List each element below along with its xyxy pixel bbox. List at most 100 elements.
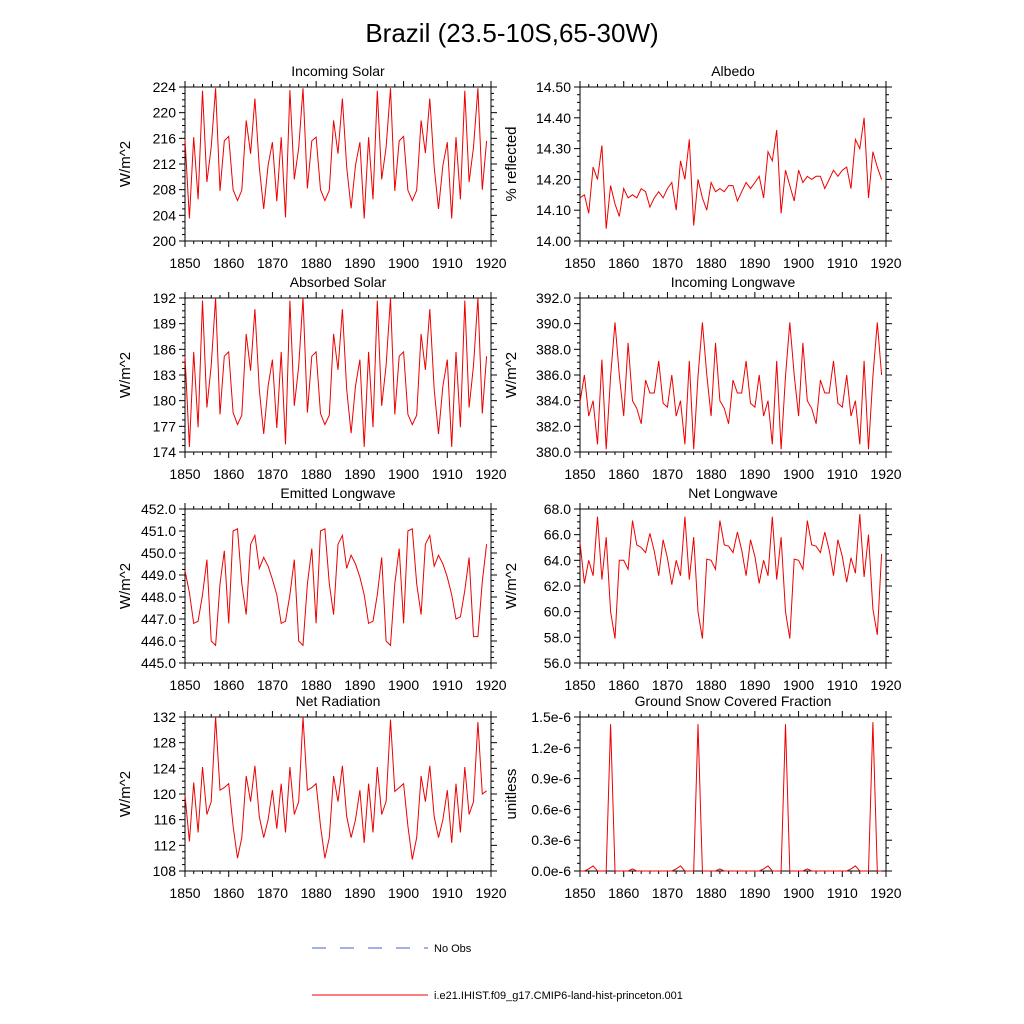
x-tick-label: 1880 xyxy=(301,677,332,693)
x-tick-label: 1850 xyxy=(169,255,200,271)
y-tick-label: 68.0 xyxy=(544,501,571,517)
x-tick-label: 1860 xyxy=(608,885,639,901)
y-tick-label: 60.0 xyxy=(544,604,571,620)
y-tick-label: 64.0 xyxy=(544,552,571,568)
x-tick-label: 1910 xyxy=(827,466,858,482)
x-tick-label: 1870 xyxy=(257,466,288,482)
x-tick-label: 1860 xyxy=(213,255,244,271)
x-tick-label: 1870 xyxy=(257,677,288,693)
x-tick-label: 1920 xyxy=(475,677,506,693)
x-tick-label: 1860 xyxy=(213,885,244,901)
y-tick-label: 204 xyxy=(153,207,177,223)
plot-frame xyxy=(579,716,887,872)
y-tick-label: 62.0 xyxy=(544,578,571,594)
series-line xyxy=(579,514,883,639)
y-tick-label: 14.00 xyxy=(536,233,571,249)
x-tick-label: 1860 xyxy=(608,677,639,693)
x-tick-label: 1910 xyxy=(827,677,858,693)
y-tick-label: 382.0 xyxy=(536,418,571,434)
panel-title: Incoming Solar xyxy=(291,63,385,79)
panel-title: Albedo xyxy=(711,63,755,79)
chart-panel: Incoming Solar 200 204 208 212 216 220 224 1850 1… xyxy=(117,63,507,271)
figure-title: Brazil (23.5-10S,65-30W) xyxy=(365,18,658,48)
y-tick-label: 66.0 xyxy=(544,527,571,543)
x-tick-label: 1920 xyxy=(870,885,901,901)
x-tick-label: 1890 xyxy=(344,677,375,693)
x-tick-label: 1910 xyxy=(432,255,463,271)
y-tick-label: 384.0 xyxy=(536,393,571,409)
x-tick-label: 1870 xyxy=(652,466,683,482)
x-tick-label: 1900 xyxy=(783,466,814,482)
legend-model-label: i.e21.IHIST.f09_g17.CMIP6-land-hist-prin… xyxy=(434,990,683,1002)
series-line xyxy=(579,117,883,229)
series-line xyxy=(184,716,487,860)
x-tick-label: 1860 xyxy=(608,255,639,271)
x-tick-label: 1890 xyxy=(344,466,375,482)
y-tick-label: 174 xyxy=(153,444,177,460)
series-line xyxy=(579,322,883,450)
x-tick-label: 1890 xyxy=(344,885,375,901)
y-tick-label: 14.10 xyxy=(536,202,571,218)
panel-title: Net Radiation xyxy=(296,693,381,709)
y-axis-label: W/m^2 xyxy=(503,563,520,609)
y-tick-label: 445.0 xyxy=(141,655,176,671)
y-tick-label: 450.0 xyxy=(141,545,176,561)
y-tick-label: 388.0 xyxy=(536,341,571,357)
x-tick-label: 1910 xyxy=(432,677,463,693)
x-tick-label: 1850 xyxy=(169,885,200,901)
x-tick-label: 1890 xyxy=(739,885,770,901)
y-tick-label: 183 xyxy=(153,367,177,383)
x-tick-label: 1870 xyxy=(257,255,288,271)
x-tick-label: 1900 xyxy=(388,255,419,271)
plot-frame xyxy=(579,86,887,242)
x-tick-label: 1910 xyxy=(827,255,858,271)
panel-title: Incoming Longwave xyxy=(671,274,796,290)
x-tick-label: 1900 xyxy=(388,677,419,693)
x-tick-label: 1900 xyxy=(388,466,419,482)
y-tick-label: 452.0 xyxy=(141,501,176,517)
plot-frame xyxy=(579,508,887,664)
chart-panel: Incoming Longwave 380.0 382.0 384.0 386.0 388… xyxy=(503,274,902,482)
x-tick-label: 1860 xyxy=(213,466,244,482)
y-tick-label: 386.0 xyxy=(536,367,571,383)
series-line xyxy=(184,88,488,219)
x-tick-label: 1890 xyxy=(739,466,770,482)
y-axis-label: W/m^2 xyxy=(117,352,134,398)
y-tick-label: 56.0 xyxy=(544,655,571,671)
y-tick-label: 14.20 xyxy=(536,171,571,187)
panel-title: Net Longwave xyxy=(688,485,778,501)
panel-title: Emitted Longwave xyxy=(280,485,395,501)
y-tick-label: 447.0 xyxy=(141,611,176,627)
x-tick-label: 1880 xyxy=(696,885,727,901)
y-axis-label: unitless xyxy=(503,769,520,820)
y-tick-label: 392.0 xyxy=(536,290,571,306)
y-tick-label: 192 xyxy=(153,290,177,306)
x-tick-label: 1880 xyxy=(696,677,727,693)
y-tick-label: 1.5e-6 xyxy=(531,709,571,725)
x-tick-label: 1900 xyxy=(783,885,814,901)
y-tick-label: 120 xyxy=(153,786,177,802)
y-tick-label: 186 xyxy=(153,341,177,357)
series-line xyxy=(184,528,488,647)
x-tick-label: 1910 xyxy=(432,885,463,901)
y-tick-label: 220 xyxy=(153,105,177,121)
y-tick-label: 0.0e-6 xyxy=(531,863,571,879)
y-tick-label: 1.2e-6 xyxy=(531,740,571,756)
chart-panel: Net Radiation 108 112 116 120 124 128 132 1850 18… xyxy=(117,693,507,901)
x-tick-label: 1860 xyxy=(608,466,639,482)
x-tick-label: 1920 xyxy=(475,885,506,901)
x-tick-label: 1900 xyxy=(783,677,814,693)
series-line xyxy=(184,297,488,447)
x-tick-label: 1880 xyxy=(696,466,727,482)
x-tick-label: 1900 xyxy=(388,885,419,901)
y-axis-label: W/m^2 xyxy=(117,563,134,609)
y-tick-label: 0.3e-6 xyxy=(531,832,571,848)
panel-title: Ground Snow Covered Fraction xyxy=(635,693,832,709)
y-tick-label: 446.0 xyxy=(141,633,176,649)
x-tick-label: 1910 xyxy=(827,885,858,901)
y-tick-label: 449.0 xyxy=(141,567,176,583)
y-tick-label: 58.0 xyxy=(544,629,571,645)
x-tick-label: 1850 xyxy=(169,677,200,693)
y-tick-label: 448.0 xyxy=(141,589,176,605)
